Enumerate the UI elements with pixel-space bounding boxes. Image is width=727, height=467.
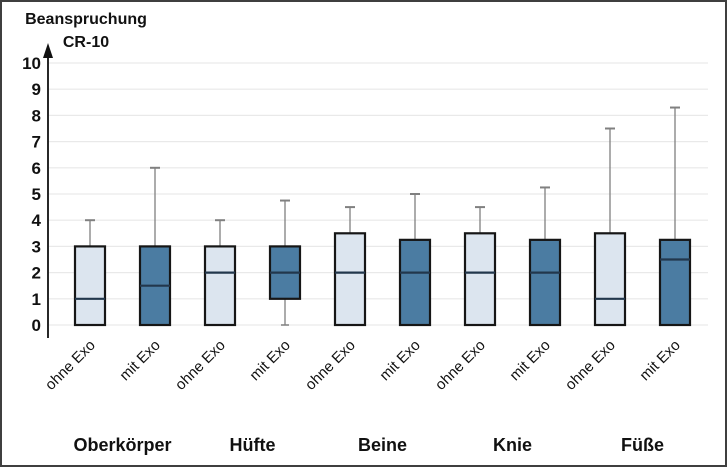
y-tick-label: 7	[32, 133, 41, 152]
y-tick-label: 6	[32, 159, 41, 178]
y-axis-title-line2: CR-10	[62, 34, 110, 51]
y-tick-label: 0	[32, 316, 41, 335]
x-tick-label: ohne Exo	[302, 337, 359, 394]
boxplot-box	[203, 245, 237, 327]
boxplot-box	[593, 232, 627, 327]
boxplot-box	[73, 245, 107, 327]
boxplot-box	[463, 232, 497, 327]
x-tick-label: mit Exo	[376, 337, 423, 384]
x-tick-label: ohne Exo	[172, 337, 229, 394]
group-label: Oberkörper	[73, 435, 171, 455]
boxplot-box	[333, 232, 367, 327]
y-tick-label: 9	[32, 80, 41, 99]
x-tick-label: mit Exo	[246, 337, 293, 384]
y-tick-label: 5	[32, 185, 41, 204]
x-tick-label: mit Exo	[636, 337, 683, 384]
y-tick-label: 4	[32, 211, 42, 230]
group-label: Füße	[621, 435, 664, 455]
boxplot-box	[398, 238, 432, 327]
x-tick-label: ohne Exo	[562, 337, 619, 394]
y-axis-title-line1: Beanspruchung	[25, 11, 147, 28]
boxplot-box	[658, 238, 692, 327]
group-label: Hüfte	[230, 435, 276, 455]
group-label: Beine	[358, 435, 407, 455]
boxplot-box	[528, 238, 562, 327]
y-tick-label: 10	[22, 54, 41, 73]
x-tick-label: ohne Exo	[42, 337, 99, 394]
x-tick-label: mit Exo	[506, 337, 553, 384]
x-tick-label: mit Exo	[116, 337, 163, 384]
y-axis-arrow-icon	[43, 43, 53, 58]
y-tick-label: 1	[32, 290, 41, 309]
y-tick-label: 8	[32, 106, 41, 125]
y-axis-title: Beanspruchung CR-10	[22, 8, 150, 54]
y-tick-label: 3	[32, 237, 41, 256]
x-tick-label: ohne Exo	[432, 337, 489, 394]
y-tick-label: 2	[32, 264, 41, 283]
group-label: Knie	[493, 435, 532, 455]
